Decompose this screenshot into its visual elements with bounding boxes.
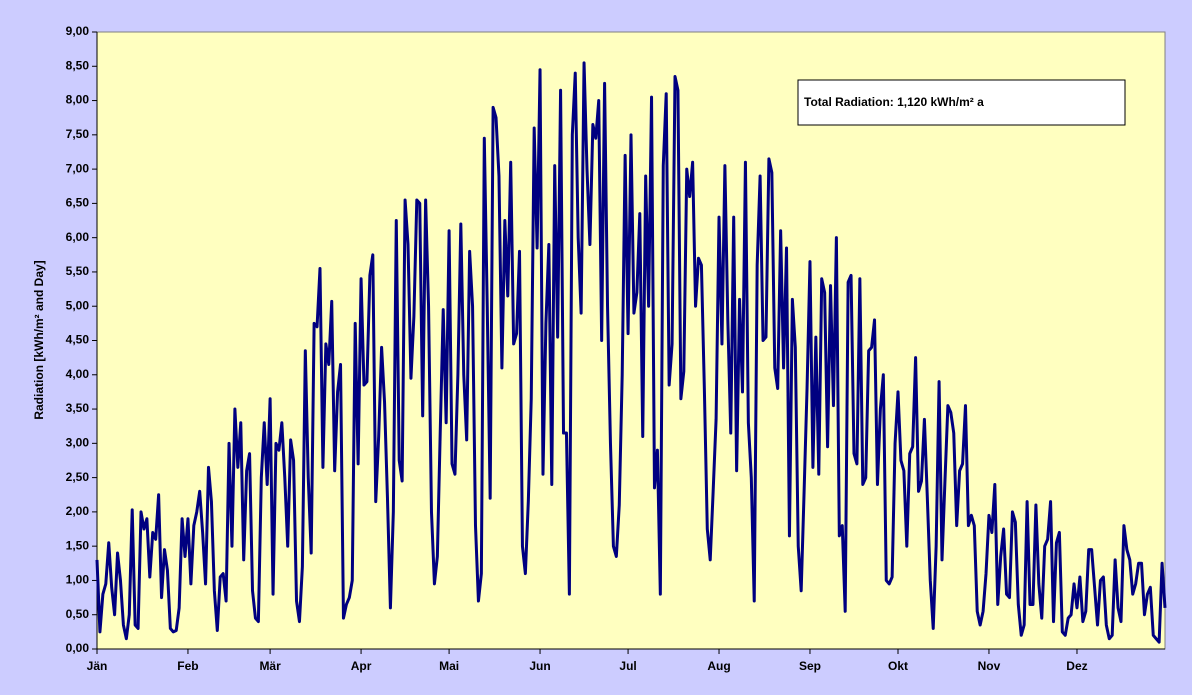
y-tick-label: 4,50 bbox=[66, 333, 90, 347]
x-tick-label: Feb bbox=[177, 659, 198, 673]
y-tick-label: 6,50 bbox=[66, 196, 90, 210]
y-tick-label: 0,00 bbox=[66, 641, 90, 655]
x-tick-label: Jän bbox=[87, 659, 108, 673]
y-tick-label: 3,00 bbox=[66, 436, 90, 450]
y-tick-label: 7,00 bbox=[66, 161, 90, 175]
x-tick-label: Sep bbox=[799, 659, 821, 673]
annotation-box bbox=[797, 79, 1126, 126]
y-axis-label: Radiation [kWh/m² and Day] bbox=[32, 260, 46, 419]
x-tick-label: Okt bbox=[888, 659, 908, 673]
y-tick-label: 3,50 bbox=[66, 401, 90, 415]
x-tick-label: Nov bbox=[978, 659, 1001, 673]
y-tick-label: 7,50 bbox=[66, 127, 90, 141]
y-tick-label: 8,00 bbox=[66, 93, 90, 107]
y-tick-label: 0,50 bbox=[66, 607, 90, 621]
x-tick-label: Aug bbox=[707, 659, 730, 673]
x-tick-label: Apr bbox=[351, 659, 372, 673]
y-tick-label: 1,50 bbox=[66, 538, 90, 552]
x-tick-label: Mai bbox=[439, 659, 459, 673]
x-tick-label: Dez bbox=[1066, 659, 1087, 673]
y-tick-label: 2,50 bbox=[66, 470, 90, 484]
x-tick-label: Jul bbox=[619, 659, 636, 673]
line bbox=[95, 61, 1167, 644]
y-tick-label: 6,00 bbox=[66, 230, 90, 244]
y-tick-label: 9,00 bbox=[66, 24, 90, 38]
y-tick-label: 4,00 bbox=[66, 367, 90, 381]
y-tick-label: 2,00 bbox=[66, 504, 90, 518]
y-tick-label: 8,50 bbox=[66, 58, 90, 72]
y-tick-label: 5,50 bbox=[66, 264, 90, 278]
x-tick-label: Mär bbox=[259, 659, 281, 673]
y-tick-label: 5,00 bbox=[66, 298, 90, 312]
y-tick-label: 1,00 bbox=[66, 573, 90, 587]
annotation: Total Radiation: 1,120 kWh/m² a bbox=[804, 95, 984, 109]
x-tick-label: Jun bbox=[529, 659, 550, 673]
